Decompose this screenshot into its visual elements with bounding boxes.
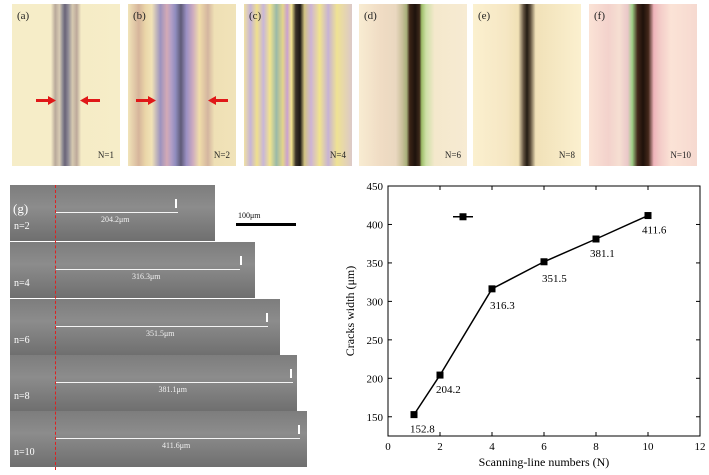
micrograph-panel: (e) N=8 — [473, 4, 581, 166]
panel-n-label: N=2 — [213, 150, 230, 160]
x-tick-label: 10 — [643, 441, 655, 453]
panel-n-label: N=10 — [670, 150, 691, 160]
x-tick-label: 12 — [695, 441, 706, 453]
measure-line — [56, 326, 268, 327]
strip-n-label: n=6 — [14, 335, 30, 346]
data-point — [644, 212, 652, 220]
measure-label: 316.3μm — [132, 272, 161, 281]
measure-line — [56, 382, 293, 383]
data-point — [540, 258, 548, 266]
sem-strip: 204.2μm n=2 — [10, 185, 215, 241]
arrow-right-icon — [136, 96, 156, 105]
panel-n-label: N=1 — [97, 150, 114, 160]
panel-label: (d) — [364, 10, 377, 22]
measure-label: 351.5μm — [146, 329, 175, 338]
micrograph-panel: (f) N=10 — [589, 4, 697, 166]
reference-dashed-line — [55, 185, 56, 470]
data-label: 381.1 — [590, 248, 615, 260]
y-tick-label: 200 — [367, 373, 384, 385]
panel-label: (a) — [17, 10, 30, 22]
y-tick-label: 350 — [367, 258, 384, 270]
plot-frame — [387, 185, 701, 437]
data-label: 411.6 — [642, 225, 667, 237]
marker — [175, 199, 177, 208]
crack-width-chart: 0 2 4 6 8 10 12 150 200 250 300 350 400 450 Scanning-l… — [343, 181, 706, 469]
measure-line — [56, 269, 240, 270]
panel-label: (e) — [478, 10, 491, 22]
series-line — [413, 214, 649, 416]
marker — [240, 256, 242, 265]
y-tick-label: 250 — [367, 335, 384, 347]
x-tick-label: 0 — [385, 441, 391, 453]
arrow-left-icon — [80, 96, 100, 105]
x-tick-label: 6 — [541, 441, 547, 453]
data-label: 152.8 — [410, 424, 435, 436]
data-point — [488, 285, 496, 293]
y-tick-label: 300 — [367, 296, 384, 308]
strip-n-label: n=8 — [14, 391, 30, 402]
data-label: 204.2 — [436, 384, 461, 396]
legend-marker — [459, 213, 467, 221]
data-point — [410, 411, 418, 419]
micrograph-panel: (c) N=4 — [244, 4, 352, 166]
y-axis-label: Cracks width (μm) — [343, 266, 357, 356]
panel-label: (c) — [249, 10, 262, 22]
sem-strip: 316.3μm n=4 — [10, 242, 255, 298]
x-tick-label: 4 — [489, 441, 495, 453]
sem-panel-label: (g) — [13, 201, 29, 216]
sem-image: 204.2μm n=2 316.3μm n=4 351.5μm n=6 381.1μm n=8… — [10, 185, 310, 470]
arrow-left-icon — [208, 96, 228, 105]
micrograph-panel: (b) N=2 — [128, 4, 236, 166]
x-axis-label: Scanning-line numbers (N) — [479, 455, 610, 469]
measure-label: 381.1μm — [158, 385, 188, 394]
y-tick-label: 400 — [367, 219, 384, 231]
scale-bar-label: 100μm — [238, 211, 261, 220]
y-tick-label: 450 — [367, 181, 384, 193]
data-label: 351.5 — [542, 273, 567, 285]
panel-label: (f) — [594, 10, 605, 22]
sem-strip: 351.5μm n=6 — [10, 299, 280, 355]
scale-bar — [236, 223, 296, 226]
marker — [266, 313, 268, 322]
measure-line — [56, 212, 178, 213]
x-tick-label: 8 — [593, 441, 599, 453]
panel-label: (b) — [133, 10, 146, 22]
sem-strip: 411.6μm n=10 — [10, 411, 307, 467]
marker — [290, 369, 292, 378]
data-point — [436, 371, 444, 379]
strip-n-label: n=2 — [14, 221, 30, 232]
data-point — [592, 235, 600, 243]
micrograph-panel: (d) N=6 — [359, 4, 467, 166]
sem-strip: 381.1μm n=8 — [10, 355, 297, 411]
marker — [298, 425, 300, 434]
measure-label: 411.6μm — [162, 441, 191, 450]
data-label: 316.3 — [490, 300, 515, 312]
y-tick-label: 150 — [367, 412, 384, 424]
strip-n-label: n=10 — [14, 447, 35, 458]
x-tick-label: 2 — [437, 441, 443, 453]
measure-label: 204.2μm — [101, 215, 130, 224]
strip-n-label: n=4 — [14, 278, 30, 289]
panel-n-label: N=4 — [329, 150, 346, 160]
measure-line — [56, 438, 300, 439]
micrograph-panel: (a) N=1 — [12, 4, 120, 166]
arrow-right-icon — [36, 96, 56, 105]
panel-n-label: N=8 — [558, 150, 575, 160]
panel-n-label: N=6 — [444, 150, 461, 160]
